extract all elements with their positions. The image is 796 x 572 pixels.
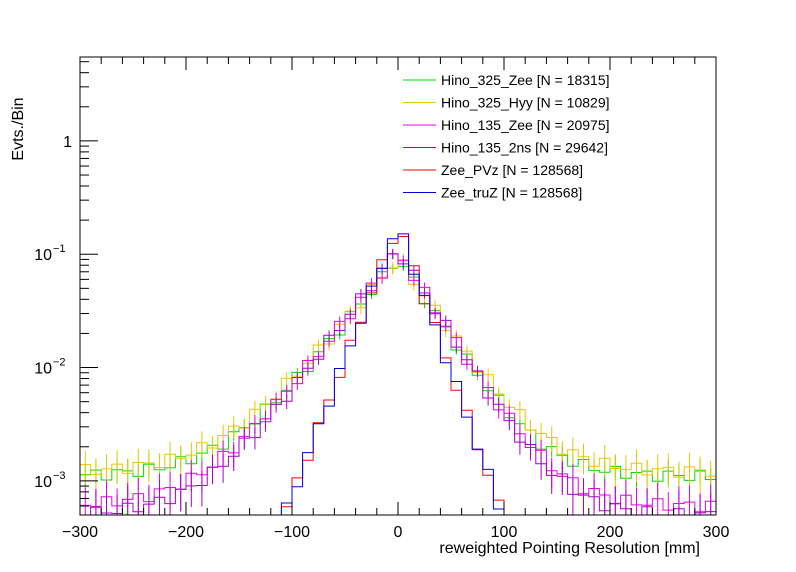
legend: Hino_325_Zee [N = 18315] Hino_325_Hyy [N …	[403, 72, 610, 201]
y-tick-exponent: −3	[53, 470, 66, 482]
legend-label: Zee_truZ [N = 128568]	[441, 185, 582, 201]
x-tick-label: 300	[703, 524, 730, 541]
x-axis-label: reweighted Pointing Resolution [mm]	[439, 540, 700, 557]
legend-item: Hino_325_Hyy [N = 10829]	[403, 95, 610, 111]
series-line	[80, 253, 716, 516]
legend-item: Hino_135_Zee [N = 20975]	[403, 117, 610, 133]
y-tick-label: 1	[63, 134, 72, 151]
y-tick-label: 10	[34, 361, 52, 378]
legend-item: Zee_truZ [N = 128568]	[403, 185, 582, 201]
legend-item: Zee_PVz [N = 128568]	[403, 162, 583, 178]
x-tick-label: −300	[62, 524, 98, 541]
legend-label: Zee_PVz [N = 128568]	[441, 162, 583, 178]
legend-label: Hino_135_Zee [N = 20975]	[441, 117, 610, 133]
y-tick-exponent: −1	[53, 243, 66, 255]
x-tick-label: 200	[597, 524, 624, 541]
y-tick-label: 10	[34, 474, 52, 491]
x-tick-label: 100	[491, 524, 518, 541]
legend-item: Hino_135_2ns [N = 29642]	[403, 140, 608, 156]
legend-label: Hino_325_Hyy [N = 10829]	[441, 95, 610, 111]
legend-label: Hino_135_2ns [N = 29642]	[441, 140, 608, 156]
x-tick-label: −100	[274, 524, 310, 541]
y-tick-label: 10	[34, 247, 52, 264]
x-tick-label: −200	[168, 524, 204, 541]
axes-ticks	[79, 57, 717, 516]
y-axis-label: Evts./Bin	[10, 97, 27, 160]
legend-label: Hino_325_Zee [N = 18315]	[441, 72, 610, 88]
y-tick-exponent: −2	[53, 357, 66, 369]
series-4	[80, 248, 716, 516]
legend-item: Hino_325_Zee [N = 18315]	[403, 72, 610, 88]
x-tick-label: 0	[394, 524, 403, 541]
